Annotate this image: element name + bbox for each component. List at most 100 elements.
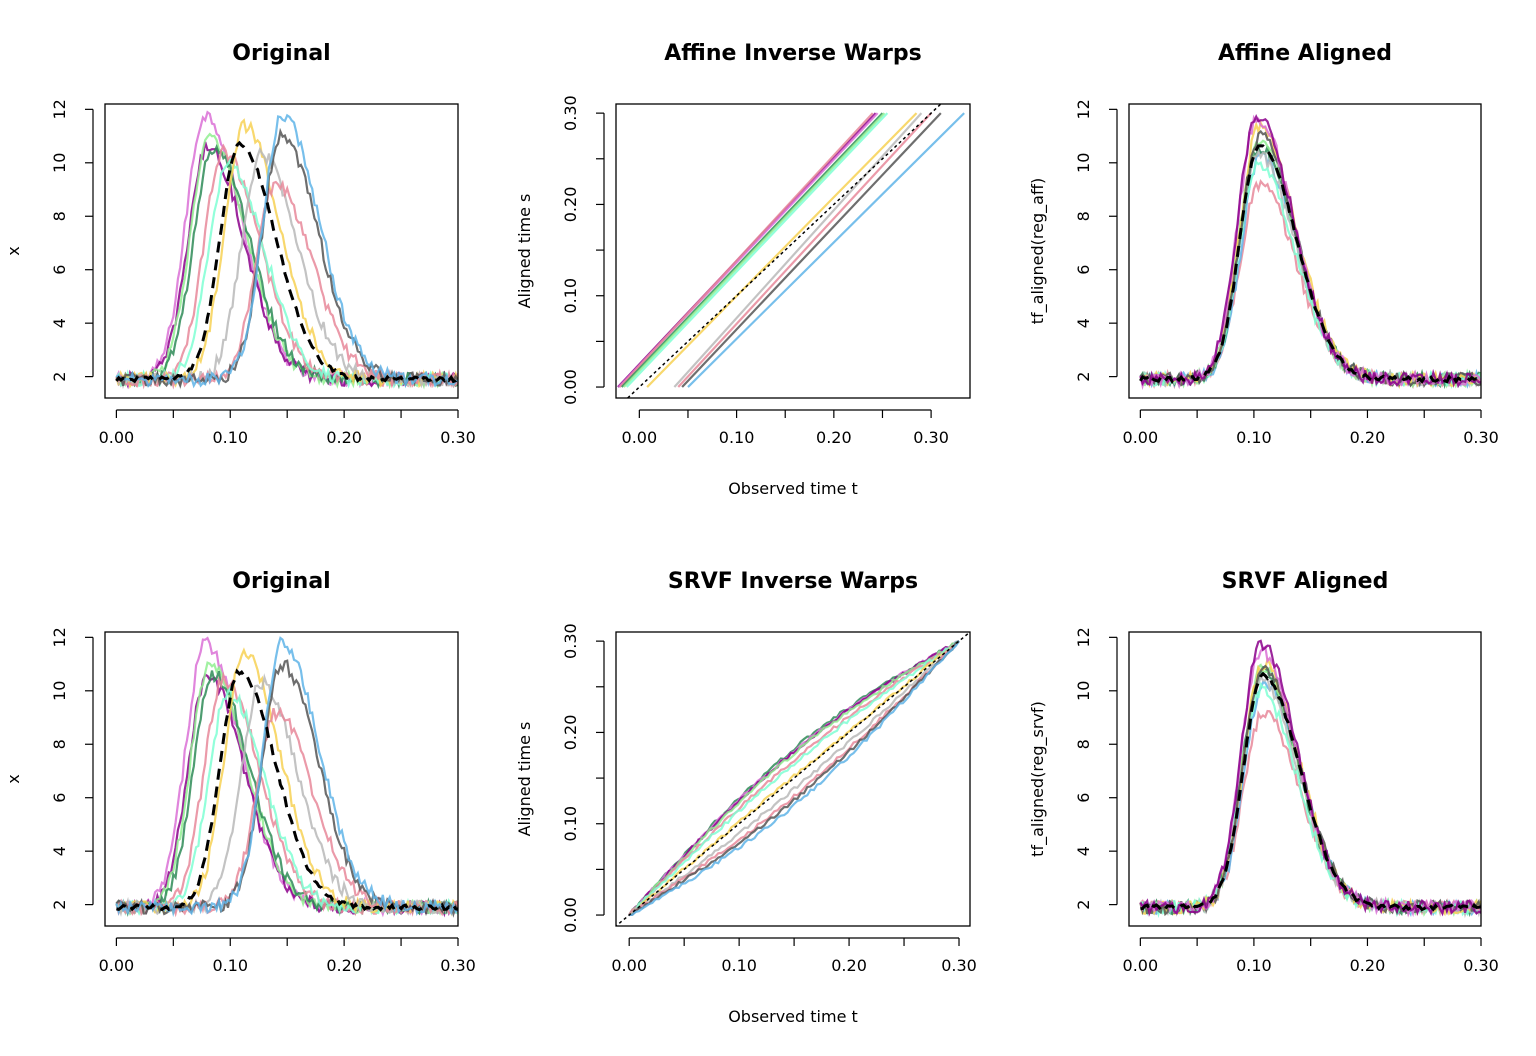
x-tick-label: 0.30 bbox=[1463, 428, 1499, 447]
plot-area bbox=[616, 632, 970, 926]
x-axis-label: Observed time t bbox=[728, 1007, 858, 1026]
x-tick-label: 0.30 bbox=[440, 428, 476, 447]
warp-line bbox=[687, 112, 965, 388]
series-line bbox=[1139, 139, 1481, 389]
y-tick-label: 6 bbox=[1074, 265, 1093, 275]
y-tick-label: 12 bbox=[1074, 627, 1093, 647]
x-tick-label: 0.00 bbox=[611, 956, 647, 975]
chart-title: Affine Aligned bbox=[1218, 41, 1392, 66]
plot-area bbox=[115, 636, 458, 918]
y-axis-label: x bbox=[4, 774, 23, 783]
series-line bbox=[1139, 159, 1481, 390]
mean-line bbox=[115, 140, 458, 385]
plot-area bbox=[617, 104, 965, 398]
panel-p3: 0.00 0.10 0.20 0.30 2 4 6 8 10 12 Affine Aligned tf… bbox=[1028, 41, 1499, 447]
warp-line bbox=[628, 640, 960, 916]
y-tick-label: 4 bbox=[1074, 846, 1093, 856]
identity-line bbox=[626, 104, 942, 398]
chart-title: SRVF Aligned bbox=[1222, 569, 1389, 594]
x-tick-label: 0.20 bbox=[831, 956, 867, 975]
warp-line bbox=[681, 112, 942, 388]
y-tick-label: 0.20 bbox=[561, 187, 580, 223]
plot-frame bbox=[615, 631, 971, 927]
series-line bbox=[1139, 645, 1481, 918]
x-tick-label: 0.00 bbox=[99, 956, 135, 975]
y-tick-label: 0.00 bbox=[561, 897, 580, 933]
plot-frame bbox=[615, 103, 971, 399]
y-tick-label: 4 bbox=[1074, 318, 1093, 328]
warp-line bbox=[628, 640, 960, 916]
y-tick-label: 6 bbox=[50, 265, 69, 275]
y-tick-label: 4 bbox=[50, 846, 69, 856]
y-tick-label: 0.10 bbox=[561, 278, 580, 314]
plot-area bbox=[1139, 113, 1481, 391]
x-tick-label: 0.10 bbox=[212, 956, 248, 975]
y-tick-label: 0.20 bbox=[561, 715, 580, 751]
y-tick-label: 0.30 bbox=[561, 95, 580, 131]
y-axis-label: tf_aligned(reg_aff) bbox=[1028, 178, 1048, 324]
x-tick-label: 0.10 bbox=[721, 956, 757, 975]
y-tick-label: 10 bbox=[1074, 153, 1093, 173]
plot-frame bbox=[104, 631, 459, 927]
panel-p6: 0.00 0.10 0.20 0.30 2 4 6 8 10 12 SRVF Aligned tf_a… bbox=[1028, 569, 1499, 975]
y-axis-label: x bbox=[4, 246, 23, 255]
x-tick-label: 0.20 bbox=[1350, 428, 1386, 447]
series-line bbox=[1139, 673, 1481, 919]
y-tick-label: 2 bbox=[50, 900, 69, 910]
mean-line bbox=[1139, 144, 1481, 385]
y-axis-label: tf_aligned(reg_srvf) bbox=[1028, 701, 1048, 857]
x-tick-label: 0.20 bbox=[1350, 956, 1386, 975]
warp-line bbox=[622, 112, 886, 388]
plot-area bbox=[115, 110, 458, 390]
series-line bbox=[1139, 119, 1481, 390]
warp-line bbox=[629, 640, 960, 917]
mean-line bbox=[116, 668, 458, 912]
warp-line bbox=[625, 112, 889, 388]
series-line bbox=[1139, 129, 1481, 389]
identity-line bbox=[616, 632, 970, 926]
warp-line bbox=[628, 640, 960, 916]
x-tick-label: 0.20 bbox=[326, 428, 362, 447]
series-line bbox=[1139, 665, 1481, 918]
panel-p5: 0.00 0.10 0.20 0.30 0.00 0.10 0.20 0.30 SRVF Inv… bbox=[515, 569, 977, 1026]
x-tick-label: 0.00 bbox=[99, 428, 135, 447]
chart-title: Affine Inverse Warps bbox=[664, 41, 921, 66]
x-tick-label: 0.10 bbox=[212, 428, 248, 447]
x-tick-label: 0.20 bbox=[326, 956, 362, 975]
x-tick-label: 0.00 bbox=[1123, 428, 1159, 447]
series-line bbox=[1139, 664, 1481, 917]
chart-title: Original bbox=[232, 569, 330, 594]
plot-area bbox=[1139, 639, 1481, 919]
x-axis-label: Observed time t bbox=[728, 479, 858, 498]
warp-line bbox=[628, 640, 960, 917]
y-tick-label: 8 bbox=[1074, 211, 1093, 221]
y-tick-label: 8 bbox=[1074, 739, 1093, 749]
y-tick-label: 8 bbox=[50, 739, 69, 749]
y-tick-label: 6 bbox=[50, 793, 69, 803]
panel-p1: 0.00 0.10 0.20 0.30 2 4 6 8 10 12 Original x bbox=[4, 41, 476, 447]
y-tick-label: 2 bbox=[1074, 900, 1093, 910]
y-tick-label: 2 bbox=[50, 372, 69, 382]
y-tick-label: 10 bbox=[50, 153, 69, 173]
x-tick-label: 0.00 bbox=[1123, 956, 1159, 975]
y-tick-label: 2 bbox=[1074, 372, 1093, 382]
chart-title: Original bbox=[232, 41, 330, 66]
y-axis-label: Aligned time s bbox=[515, 194, 534, 309]
warp-line bbox=[621, 112, 884, 388]
x-tick-label: 0.30 bbox=[941, 956, 977, 975]
x-tick-label: 0.30 bbox=[440, 956, 476, 975]
series-line bbox=[115, 673, 458, 918]
warp-line bbox=[673, 112, 923, 388]
warp-line bbox=[677, 112, 932, 388]
series-line bbox=[1139, 656, 1481, 917]
series-line bbox=[1140, 151, 1481, 389]
x-tick-label: 0.10 bbox=[719, 428, 755, 447]
series-line bbox=[1139, 148, 1481, 389]
mean-line bbox=[1140, 671, 1481, 913]
y-tick-label: 0.30 bbox=[561, 623, 580, 659]
series-line bbox=[1139, 144, 1481, 390]
x-tick-label: 0.30 bbox=[1463, 956, 1499, 975]
warp-line bbox=[629, 640, 960, 917]
x-tick-label: 0.20 bbox=[816, 428, 852, 447]
